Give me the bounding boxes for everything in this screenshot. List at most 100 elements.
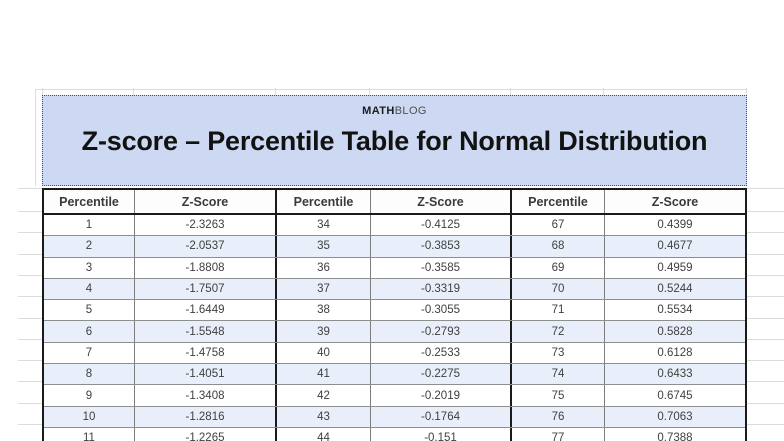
column-header-zscore-3: Z-Score bbox=[651, 194, 699, 209]
percentile-cell: 2 bbox=[44, 236, 135, 257]
table-row: 1 -2.3263 34 -0.4125 67 0.4399 bbox=[44, 215, 745, 237]
gridline-vertical bbox=[603, 88, 604, 95]
percentile-cell: 67 bbox=[512, 215, 605, 236]
gridline-horizontal bbox=[747, 211, 784, 212]
percentile-cell: 7 bbox=[44, 342, 135, 364]
zscore-cell: -0.2793 bbox=[371, 321, 512, 342]
gridline-horizontal bbox=[18, 296, 42, 298]
zscore-cell: -0.3055 bbox=[371, 300, 512, 321]
percentile-cell: 76 bbox=[512, 406, 605, 427]
gridline-horizontal bbox=[18, 274, 42, 276]
page-title: Z-score – Percentile Table for Normal Di… bbox=[81, 126, 708, 156]
percentile-cell: 42 bbox=[277, 385, 371, 406]
zscore-cell: -1.3408 bbox=[135, 385, 277, 406]
gridline-vertical bbox=[42, 88, 43, 95]
column-header-percentile-1: Percentile bbox=[44, 190, 135, 213]
gridline-horizontal bbox=[18, 188, 42, 189]
gridline-horizontal bbox=[35, 89, 747, 90]
gridline-vertical bbox=[35, 89, 36, 186]
gridline-horizontal bbox=[18, 402, 42, 404]
percentile-cell: 36 bbox=[277, 257, 371, 278]
table-row: 9 -1.3408 42 -0.2019 75 0.6745 bbox=[44, 385, 745, 407]
percentile-cell: 10 bbox=[44, 406, 135, 427]
table-row: 2 -2.0537 35 -0.3853 68 0.4677 bbox=[44, 236, 745, 258]
brand-math-text: MATH bbox=[362, 105, 395, 117]
zscore-cell: 0.4959 bbox=[657, 261, 693, 274]
column-header-percentile-3: Percentile bbox=[512, 190, 605, 213]
percentile-cell: 5 bbox=[44, 300, 135, 321]
zscore-cell: -1.2265 bbox=[135, 427, 277, 441]
zscore-cell: -1.4051 bbox=[135, 364, 277, 385]
zscore-cell: 0.7388 bbox=[657, 432, 693, 441]
gridline-horizontal bbox=[18, 424, 42, 425]
zscore-cell: -0.2275 bbox=[371, 364, 512, 385]
zscore-cell: -0.3319 bbox=[371, 278, 512, 300]
percentile-cell: 37 bbox=[277, 278, 371, 300]
percentile-cell: 1 bbox=[44, 215, 135, 236]
column-header-percentile-2: Percentile bbox=[277, 190, 371, 213]
gridline-horizontal bbox=[747, 381, 784, 383]
gridline-horizontal bbox=[18, 381, 42, 383]
table-row: 5 -1.6449 38 -0.3055 71 0.5534 bbox=[44, 300, 745, 322]
percentile-cell: 38 bbox=[277, 300, 371, 321]
gridline-horizontal bbox=[18, 253, 42, 255]
percentile-cell: 72 bbox=[512, 321, 605, 342]
zscore-cell: -1.5548 bbox=[135, 321, 277, 342]
percentile-cell: 6 bbox=[44, 321, 135, 342]
gridline-horizontal bbox=[747, 296, 784, 298]
gridline-vertical bbox=[369, 88, 370, 95]
gridline-horizontal bbox=[18, 360, 42, 362]
percentile-cell: 68 bbox=[512, 236, 605, 257]
zscore-cell: -0.3585 bbox=[371, 257, 512, 278]
percentile-cell: 77 bbox=[512, 427, 605, 441]
table-row: 10 -1.2816 43 -0.1764 76 0.7063 bbox=[44, 406, 745, 428]
gridline-horizontal bbox=[747, 360, 784, 362]
percentile-cell: 73 bbox=[512, 342, 605, 364]
percentile-cell: 9 bbox=[44, 385, 135, 406]
zscore-cell: 0.6128 bbox=[657, 346, 693, 359]
zscore-cell: 0.6745 bbox=[657, 389, 693, 402]
zscore-cell: -1.2816 bbox=[135, 406, 277, 427]
gridline-horizontal bbox=[747, 253, 784, 255]
gridline-vertical bbox=[275, 88, 276, 95]
column-header-zscore-2: Z-Score bbox=[371, 190, 512, 213]
zscore-cell: 0.7063 bbox=[657, 410, 693, 423]
percentile-cell: 74 bbox=[512, 364, 605, 385]
zscore-cell: -1.8808 bbox=[135, 257, 277, 278]
table-row: 4 -1.7507 37 -0.3319 70 0.5244 bbox=[44, 278, 745, 301]
percentile-cell: 8 bbox=[44, 364, 135, 385]
gridline-horizontal bbox=[18, 338, 42, 340]
zscore-cell: -0.3853 bbox=[371, 236, 512, 257]
zscore-cell: -0.2019 bbox=[371, 385, 512, 406]
percentile-cell: 71 bbox=[512, 300, 605, 321]
percentile-cell: 3 bbox=[44, 257, 135, 278]
table-row: 3 -1.8808 36 -0.3585 69 0.4959 bbox=[44, 257, 745, 279]
zscore-cell: 0.5244 bbox=[657, 283, 693, 296]
gridline-horizontal bbox=[18, 211, 42, 212]
percentile-cell: 44 bbox=[277, 427, 371, 441]
gridline-horizontal bbox=[18, 232, 42, 234]
zscore-cell: -1.7507 bbox=[135, 278, 277, 300]
zscore-cell: -0.2533 bbox=[371, 342, 512, 364]
table-row: 7 -1.4758 40 -0.2533 73 0.6128 bbox=[44, 342, 745, 365]
gridline-horizontal bbox=[747, 317, 784, 319]
percentile-cell: 41 bbox=[277, 364, 371, 385]
zscore-cell: 0.4399 bbox=[657, 219, 693, 232]
brand-logo: MATHBLOG bbox=[43, 105, 746, 118]
zscore-cell: 0.5534 bbox=[657, 304, 693, 317]
gridline-horizontal bbox=[747, 402, 784, 404]
zscore-cell: 0.5828 bbox=[657, 325, 693, 338]
brand-blog-text: BLOG bbox=[394, 105, 427, 117]
column-header-zscore-1: Z-Score bbox=[135, 190, 277, 213]
percentile-cell: 11 bbox=[44, 427, 135, 441]
zscore-cell: 0.6433 bbox=[657, 368, 693, 381]
zscore-cell: -2.0537 bbox=[135, 236, 277, 257]
gridline-vertical bbox=[510, 88, 511, 95]
zscore-cell: -1.4758 bbox=[135, 342, 277, 364]
zscore-cell: 0.4677 bbox=[657, 240, 693, 253]
zscore-cell: -1.6449 bbox=[135, 300, 277, 321]
percentile-cell: 39 bbox=[277, 321, 371, 342]
percentile-cell: 43 bbox=[277, 406, 371, 427]
percentile-cell: 34 bbox=[277, 215, 371, 236]
